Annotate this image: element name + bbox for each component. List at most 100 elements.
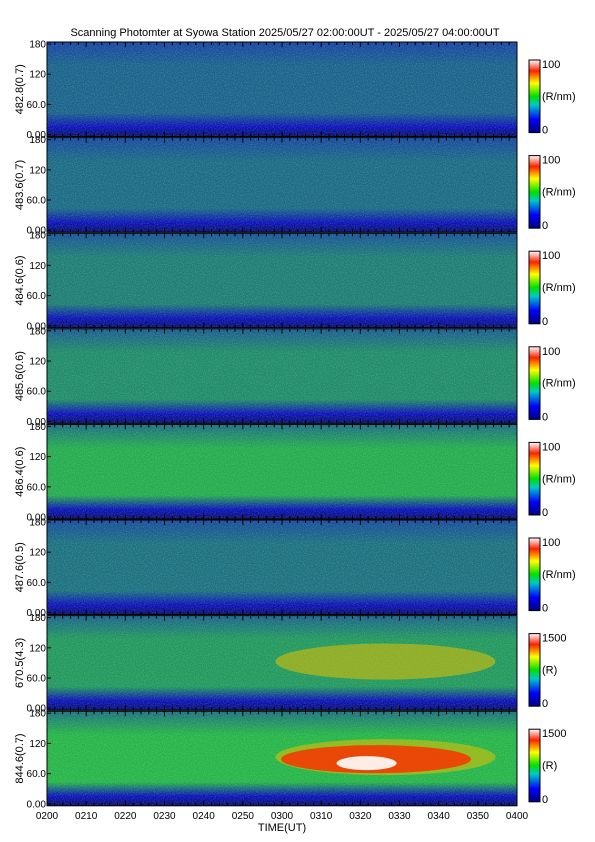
y-tick-label: 60.0 (27, 578, 47, 589)
colorbar (528, 250, 541, 325)
colorbar-min-label: 0 (542, 316, 548, 328)
colorbar-unit-label: (R) (542, 665, 557, 677)
y-tick-label: 0.00 (27, 799, 47, 810)
heatmap-bright-region (275, 643, 496, 680)
y-tick-label: 180 (29, 709, 46, 720)
colorbar-min-label: 0 (542, 507, 548, 519)
colorbar (528, 441, 541, 516)
heatmap-texture (47, 137, 517, 233)
x-tick-label: 0350 (467, 811, 490, 822)
y-tick-label: 60.0 (27, 100, 47, 111)
colorbar (528, 346, 541, 420)
y-tick-label: 120 (29, 643, 46, 654)
colorbar-min-label: 0 (542, 125, 548, 137)
heatmap-saturated-region (336, 756, 397, 771)
colorbar-unit-label: (R/nm) (542, 187, 576, 199)
colorbar-min-label: 0 (542, 411, 548, 423)
y-tick-label: 180 (29, 518, 46, 529)
panel-5: 0.00 60.0 120 180 486.4(0.6) 100 0 (R/nm) (14, 422, 576, 524)
x-tick-label: 0250 (232, 811, 255, 822)
y-axis-label: 484.6(0.6) (14, 255, 26, 305)
y-tick-label: 60.0 (27, 674, 47, 685)
colorbar-max-label: 1500 (542, 728, 566, 740)
y-tick-label: 60.0 (27, 482, 47, 493)
y-tick-label: 120 (29, 739, 46, 750)
y-tick-label: 0.00 (27, 321, 47, 332)
y-tick-label: 0.00 (27, 130, 47, 141)
heatmap-texture (47, 424, 517, 519)
colorbar-min-label: 0 (542, 220, 548, 232)
x-tick-label: 0240 (193, 811, 216, 822)
panel-6: 0.00 60.0 120 180 487.6(0.5) 100 0 (R/nm) (14, 518, 576, 620)
x-tick-label: 0320 (349, 811, 372, 822)
y-tick-label: 120 (29, 357, 46, 368)
colorbar-max-label: 100 (542, 59, 560, 71)
y-tick-label: 0.00 (27, 226, 47, 237)
x-tick-label: 0230 (153, 811, 176, 822)
colorbar (528, 537, 541, 612)
panel-3: 0.00 60.0 120 180 484.6(0.6) 100 0 (R/nm) (14, 231, 576, 333)
chart-title: Scanning Photomter at Syowa Station 2025… (70, 27, 500, 39)
colorbar (528, 633, 541, 707)
y-tick-label: 180 (29, 613, 46, 624)
colorbar (528, 728, 541, 803)
colorbar-unit-label: (R) (542, 760, 557, 772)
y-tick-label: 180 (29, 422, 46, 433)
y-tick-label: 60.0 (27, 291, 47, 302)
colorbar-unit-label: (R/nm) (542, 378, 576, 390)
colorbar-max-label: 100 (542, 250, 560, 262)
x-tick-label: 0330 (388, 811, 411, 822)
x-tick-label: 0400 (506, 811, 529, 822)
colorbar-max-label: 100 (542, 537, 560, 549)
y-axis-label: 844.6(0.7) (14, 733, 26, 783)
y-axis-label: 670.5(4.3) (14, 638, 26, 688)
y-tick-label: 0.00 (27, 417, 47, 428)
colorbar-min-label: 0 (542, 698, 548, 710)
colorbar-max-label: 100 (542, 441, 560, 453)
y-tick-label: 120 (29, 165, 46, 176)
colorbar-max-label: 1500 (542, 633, 566, 645)
x-tick-label: 0340 (428, 811, 451, 822)
colorbar-unit-label: (R/nm) (542, 91, 576, 103)
y-tick-label: 0.00 (27, 704, 47, 715)
colorbar-unit-label: (R/nm) (542, 569, 576, 581)
y-axis-label: 482.8(0.7) (14, 64, 26, 114)
y-axis-label: 487.6(0.5) (14, 542, 26, 592)
y-tick-label: 120 (29, 548, 46, 559)
panel-8: 0.00 60.0 120 180 844.6(0.7) 1500 0 (R) (14, 709, 566, 811)
colorbar (528, 59, 541, 134)
colorbar-unit-label: (R/nm) (542, 473, 576, 485)
colorbar-min-label: 0 (542, 603, 548, 615)
y-tick-label: 120 (29, 452, 46, 463)
y-tick-label: 120 (29, 70, 46, 81)
x-tick-label: 0220 (114, 811, 137, 822)
panel-4: 0.00 60.0 120 180 485.6(0.6) 100 0 (R/nm) (14, 326, 576, 428)
heatmap-texture (47, 42, 517, 137)
heatmap-texture (47, 328, 517, 424)
x-tick-label: 0300 (271, 811, 294, 822)
panel-2: 0.00 60.0 120 180 483.6(0.7) 100 0 (R/nm) (14, 135, 576, 237)
y-tick-label: 180 (29, 40, 46, 51)
x-axis-label: TIME(UT) (258, 822, 306, 834)
colorbar-min-label: 0 (542, 794, 548, 806)
colorbar-max-label: 100 (542, 346, 560, 358)
y-axis-label: 483.6(0.7) (14, 160, 26, 210)
y-axis-label: 485.6(0.6) (14, 351, 26, 401)
y-tick-label: 60.0 (27, 196, 47, 207)
y-tick-label: 180 (29, 135, 46, 146)
y-tick-label: 0.00 (27, 513, 47, 524)
heatmap-texture (47, 520, 517, 615)
y-tick-label: 180 (29, 231, 46, 242)
x-tick-label: 0210 (75, 811, 98, 822)
x-tick-label: 0310 (310, 811, 333, 822)
y-axis-label: 486.4(0.6) (14, 447, 26, 497)
y-tick-label: 60.0 (27, 387, 47, 398)
y-tick-label: 0.00 (27, 608, 47, 619)
panel-7: 0.00 60.0 120 180 670.5(4.3) 1500 0 (R) (14, 613, 566, 715)
colorbar-unit-label: (R/nm) (542, 282, 576, 294)
panel-1: 0.00 60.0 120 180 482.8(0.7) 100 0 (R/nm) (14, 40, 576, 142)
colorbar-max-label: 100 (542, 155, 560, 167)
x-tick-label: 0200 (36, 811, 59, 822)
y-tick-label: 180 (29, 326, 46, 337)
